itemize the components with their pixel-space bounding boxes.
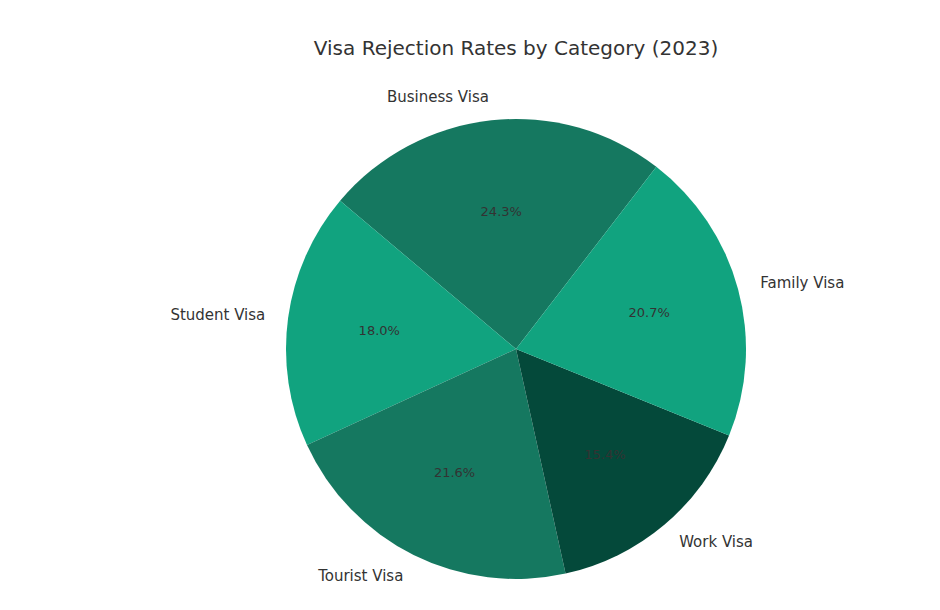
chart-title: Visa Rejection Rates by Category (2023) <box>314 36 718 60</box>
label-group: 24.3% 18.0% 21.6% 15.4% 20.7% Business Visa St… <box>170 88 844 584</box>
category-label: Family Visa <box>760 274 844 292</box>
data-label: 20.7% <box>629 305 670 320</box>
data-label: 18.0% <box>359 323 400 338</box>
pie-slice <box>516 167 746 436</box>
data-label: 15.4% <box>584 447 625 462</box>
chart-svg: Visa Rejection Rates by Category (2023) 2… <box>0 0 940 610</box>
data-label: 24.3% <box>481 204 522 219</box>
category-label: Tourist Visa <box>317 567 403 585</box>
category-label: Business Visa <box>387 88 489 106</box>
data-label: 21.6% <box>434 465 475 480</box>
category-label: Work Visa <box>679 533 753 551</box>
category-label: Student Visa <box>170 306 265 324</box>
pie-group <box>286 119 746 579</box>
